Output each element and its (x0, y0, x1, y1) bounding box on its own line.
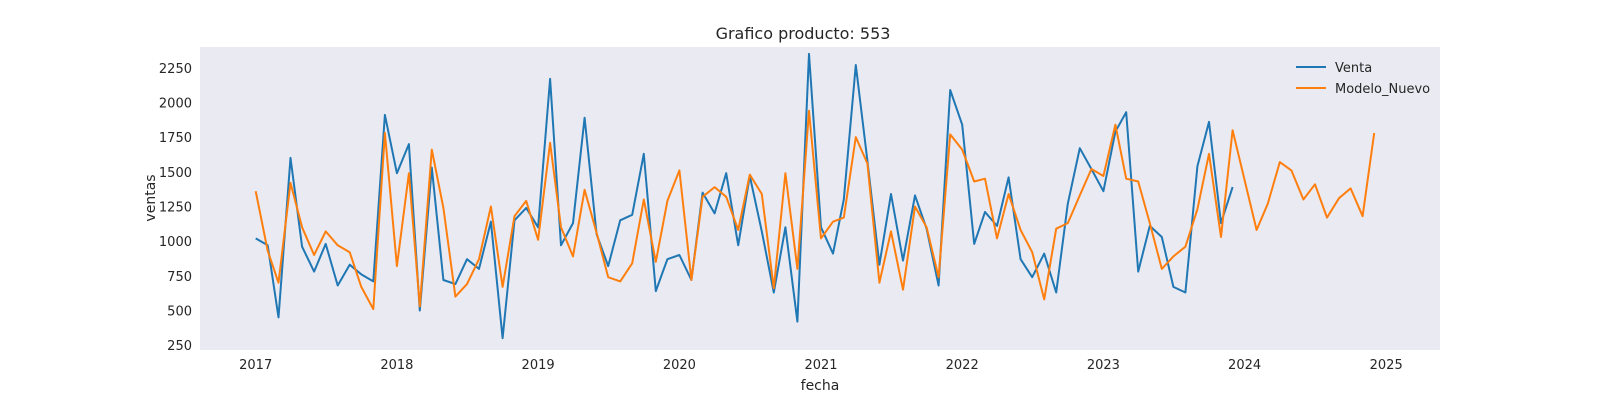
y-tick-label: 500 (167, 305, 192, 320)
x-tick-label: 2025 (1370, 358, 1403, 373)
y-axis-label: ventas (143, 174, 159, 221)
chart-legend: Venta Modelo_Nuevo (1296, 61, 1430, 97)
x-tick-label: 2020 (663, 358, 696, 373)
y-tick-label: 2000 (159, 97, 192, 112)
y-tick-label: 1000 (159, 235, 192, 250)
x-tick-label: 2017 (239, 358, 272, 373)
axis-ticks: 2017 2018 2019 2020 2021 2022 2023 2024 2025 250 5… (159, 62, 1403, 373)
x-axis-label: fecha (801, 378, 840, 394)
x-tick-label: 2023 (1087, 358, 1120, 373)
x-tick-label: 2021 (804, 358, 837, 373)
chart-marks (254, 52, 1376, 340)
x-tick-label: 2024 (1228, 358, 1261, 373)
y-tick-label: 250 (167, 339, 192, 354)
x-tick-label: 2019 (522, 358, 555, 373)
legend-label: Venta (1335, 61, 1372, 76)
series-line-modelo-nuevo (254, 109, 1376, 311)
chart-title: Grafico producto: 553 (716, 24, 891, 43)
x-tick-label: 2022 (946, 358, 979, 373)
legend-label: Modelo_Nuevo (1335, 82, 1430, 97)
y-tick-label: 750 (167, 270, 192, 285)
y-tick-label: 2250 (159, 62, 192, 77)
y-tick-label: 1250 (159, 201, 192, 216)
y-tick-label: 1500 (159, 166, 192, 181)
x-tick-label: 2018 (380, 358, 413, 373)
y-tick-label: 1750 (159, 131, 192, 146)
